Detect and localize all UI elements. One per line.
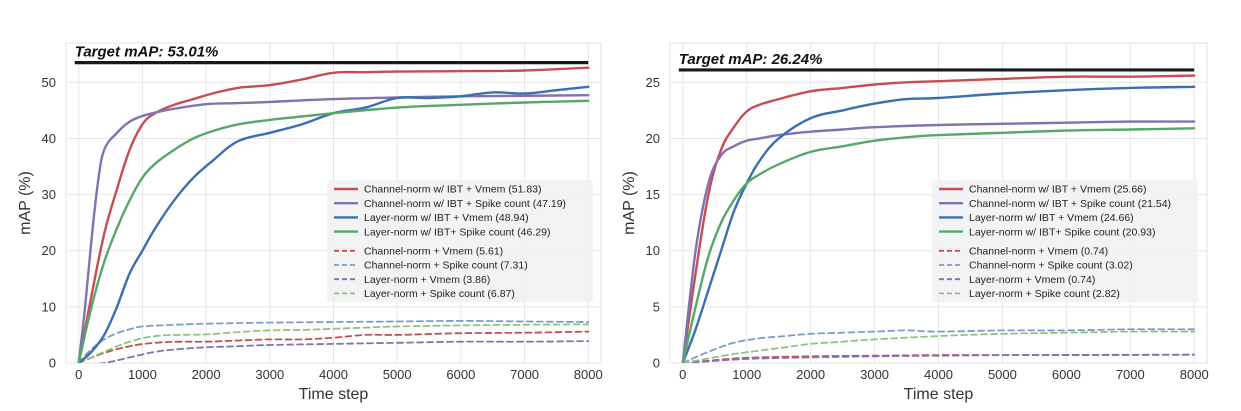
series-group xyxy=(678,68,1196,363)
y-tick-label: 5 xyxy=(653,299,660,314)
legend-entry: Channel-norm w/ IBT + Spike count (21.54… xyxy=(969,198,1171,210)
x-tick-label: 7000 xyxy=(510,367,539,382)
legend: Channel-norm w/ IBT + Vmem (25.66) Channe… xyxy=(932,180,1198,302)
legend-entry: Channel-norm + Vmem (0.74) xyxy=(969,246,1108,258)
chart-panel-1: 0 1000 2000 3000 4000 5000 6000 7000 8000 0 10 20 30… xyxy=(17,42,603,403)
legend-entry: Channel-norm + Spike count (7.31) xyxy=(364,260,528,272)
series-line-2 xyxy=(681,120,1196,363)
legend-box xyxy=(327,180,593,302)
x-tick-label: 7000 xyxy=(1116,367,1145,382)
legend: Channel-norm w/ IBT + Vmem (51.83) Channe… xyxy=(327,180,593,302)
x-tick-label: 0 xyxy=(679,367,686,382)
legend-entry: Layer-norm + Vmem (3.86) xyxy=(364,274,490,286)
legend-entry: Layer-norm w/ IBT+ Spike count (20.93) xyxy=(969,226,1155,238)
series-line-6 xyxy=(681,328,1196,363)
legend-box xyxy=(932,180,1198,302)
legend-entry: Layer-norm w/ IBT+ Spike count (46.29) xyxy=(364,226,550,238)
legend-entry: Layer-norm + Spike count (6.87) xyxy=(364,288,515,300)
y-tick-label: 25 xyxy=(646,75,660,90)
x-tick-label: 1000 xyxy=(128,367,157,382)
x-tick-label: 1000 xyxy=(732,367,761,382)
series-line-8 xyxy=(77,323,590,363)
series-group xyxy=(74,61,590,363)
y-tick-label: 20 xyxy=(42,243,56,258)
legend-entry: Channel-norm w/ IBT + Vmem (51.83) xyxy=(364,184,542,196)
series-line-4 xyxy=(681,127,1196,363)
target-label: Target mAP: 53.01% xyxy=(75,44,219,61)
x-tick-label: 6000 xyxy=(446,367,475,382)
series-line-3 xyxy=(681,85,1196,363)
x-tick-label: 8000 xyxy=(1180,367,1209,382)
x-tick-label: 2000 xyxy=(192,367,221,382)
x-tick-label: 3000 xyxy=(860,367,889,382)
series-line-7 xyxy=(681,353,1196,363)
series-line-1 xyxy=(77,66,590,363)
y-tick-label: 40 xyxy=(42,131,56,146)
series-line-6 xyxy=(77,320,590,363)
y-tick-label: 10 xyxy=(42,299,56,314)
x-tick-label: 2000 xyxy=(796,367,825,382)
y-tick-label: 50 xyxy=(42,75,56,90)
y-tick-label: 15 xyxy=(646,187,660,202)
x-tick-label: 3000 xyxy=(255,367,284,382)
y-tick-label: 30 xyxy=(42,187,56,202)
y-axis-label: mAP (%) xyxy=(621,171,638,235)
series-line-7 xyxy=(97,340,590,363)
x-tick-label: 4000 xyxy=(319,367,348,382)
legend-entry: Layer-norm + Spike count (2.82) xyxy=(969,288,1120,300)
legend-entry: Layer-norm w/ IBT + Vmem (24.66) xyxy=(969,212,1134,224)
x-axis-label: Time step xyxy=(904,386,974,403)
legend-entry: Channel-norm + Vmem (5.61) xyxy=(364,246,503,258)
legend-entry: Channel-norm w/ IBT + Spike count (47.19… xyxy=(364,198,566,210)
y-tick-label: 10 xyxy=(646,243,660,258)
target-label: Target mAP: 26.24% xyxy=(679,51,823,68)
x-tick-label: 5000 xyxy=(383,367,412,382)
legend-entry: Layer-norm + Vmem (0.74) xyxy=(969,274,1095,286)
y-axis-label: mAP (%) xyxy=(17,171,34,235)
y-tick-label: 0 xyxy=(49,356,56,371)
series-line-8 xyxy=(681,330,1196,363)
series-line-4 xyxy=(77,99,590,363)
x-tick-label: 6000 xyxy=(1052,367,1081,382)
x-axis-label: Time step xyxy=(299,386,369,403)
series-line-5 xyxy=(77,330,590,363)
chart-panel-2: 0 1000 2000 3000 4000 5000 6000 7000 8000 0 5 10 15 2… xyxy=(621,42,1209,403)
series-line-3 xyxy=(77,85,590,363)
x-tick-label: 0 xyxy=(75,367,82,382)
x-tick-label: 8000 xyxy=(574,367,603,382)
y-tick-label: 20 xyxy=(646,131,660,146)
x-tick-label: 5000 xyxy=(988,367,1017,382)
legend-entry: Channel-norm + Spike count (3.02) xyxy=(969,260,1133,272)
legend-entry: Channel-norm w/ IBT + Vmem (25.66) xyxy=(969,184,1147,196)
x-tick-label: 4000 xyxy=(924,367,953,382)
y-tick-label: 0 xyxy=(653,356,660,371)
legend-entry: Layer-norm w/ IBT + Vmem (48.94) xyxy=(364,212,529,224)
series-line-1 xyxy=(681,74,1196,363)
